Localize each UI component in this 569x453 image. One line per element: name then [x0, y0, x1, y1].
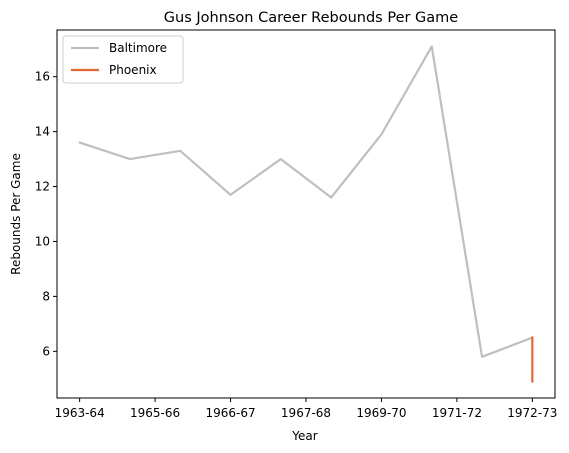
chart-title: Gus Johnson Career Rebounds Per Game [164, 10, 459, 26]
y-axis-ticks: 6 8 10 12 14 16 [35, 70, 57, 358]
legend: Baltimore Phoenix [62, 35, 184, 84]
x-tick-label: 1963-64 [55, 406, 105, 420]
y-tick-label: 14 [35, 125, 50, 139]
x-tick-label: 1965-66 [130, 406, 180, 420]
plot-area: 1963-64 1965-66 1966-67 1967-68 1969-70 1971-… [35, 29, 557, 420]
y-tick-label: 6 [42, 344, 50, 358]
legend-label-phoenix: Phoenix [109, 63, 157, 77]
x-tick-label: 1972-73 [507, 406, 557, 420]
x-axis-ticks: 1963-64 1965-66 1966-67 1967-68 1969-70 1971-… [55, 398, 557, 420]
x-axis-label: Year [291, 429, 317, 443]
x-tick-label: 1967-68 [281, 406, 331, 420]
y-tick-label: 10 [35, 234, 50, 248]
legend-entries: Baltimore Phoenix [71, 41, 167, 77]
y-tick-label: 8 [42, 289, 50, 303]
legend-label-baltimore: Baltimore [109, 41, 167, 55]
x-tick-label: 1966-67 [205, 406, 255, 420]
y-tick-label: 16 [35, 70, 50, 84]
series-layer [78, 45, 534, 383]
x-tick-label: 1969-70 [356, 406, 406, 420]
y-tick-label: 12 [35, 180, 50, 194]
x-tick-label: 1971-72 [432, 406, 482, 420]
y-axis-label: Rebounds Per Game [9, 153, 23, 275]
series-line-baltimore [78, 45, 534, 358]
